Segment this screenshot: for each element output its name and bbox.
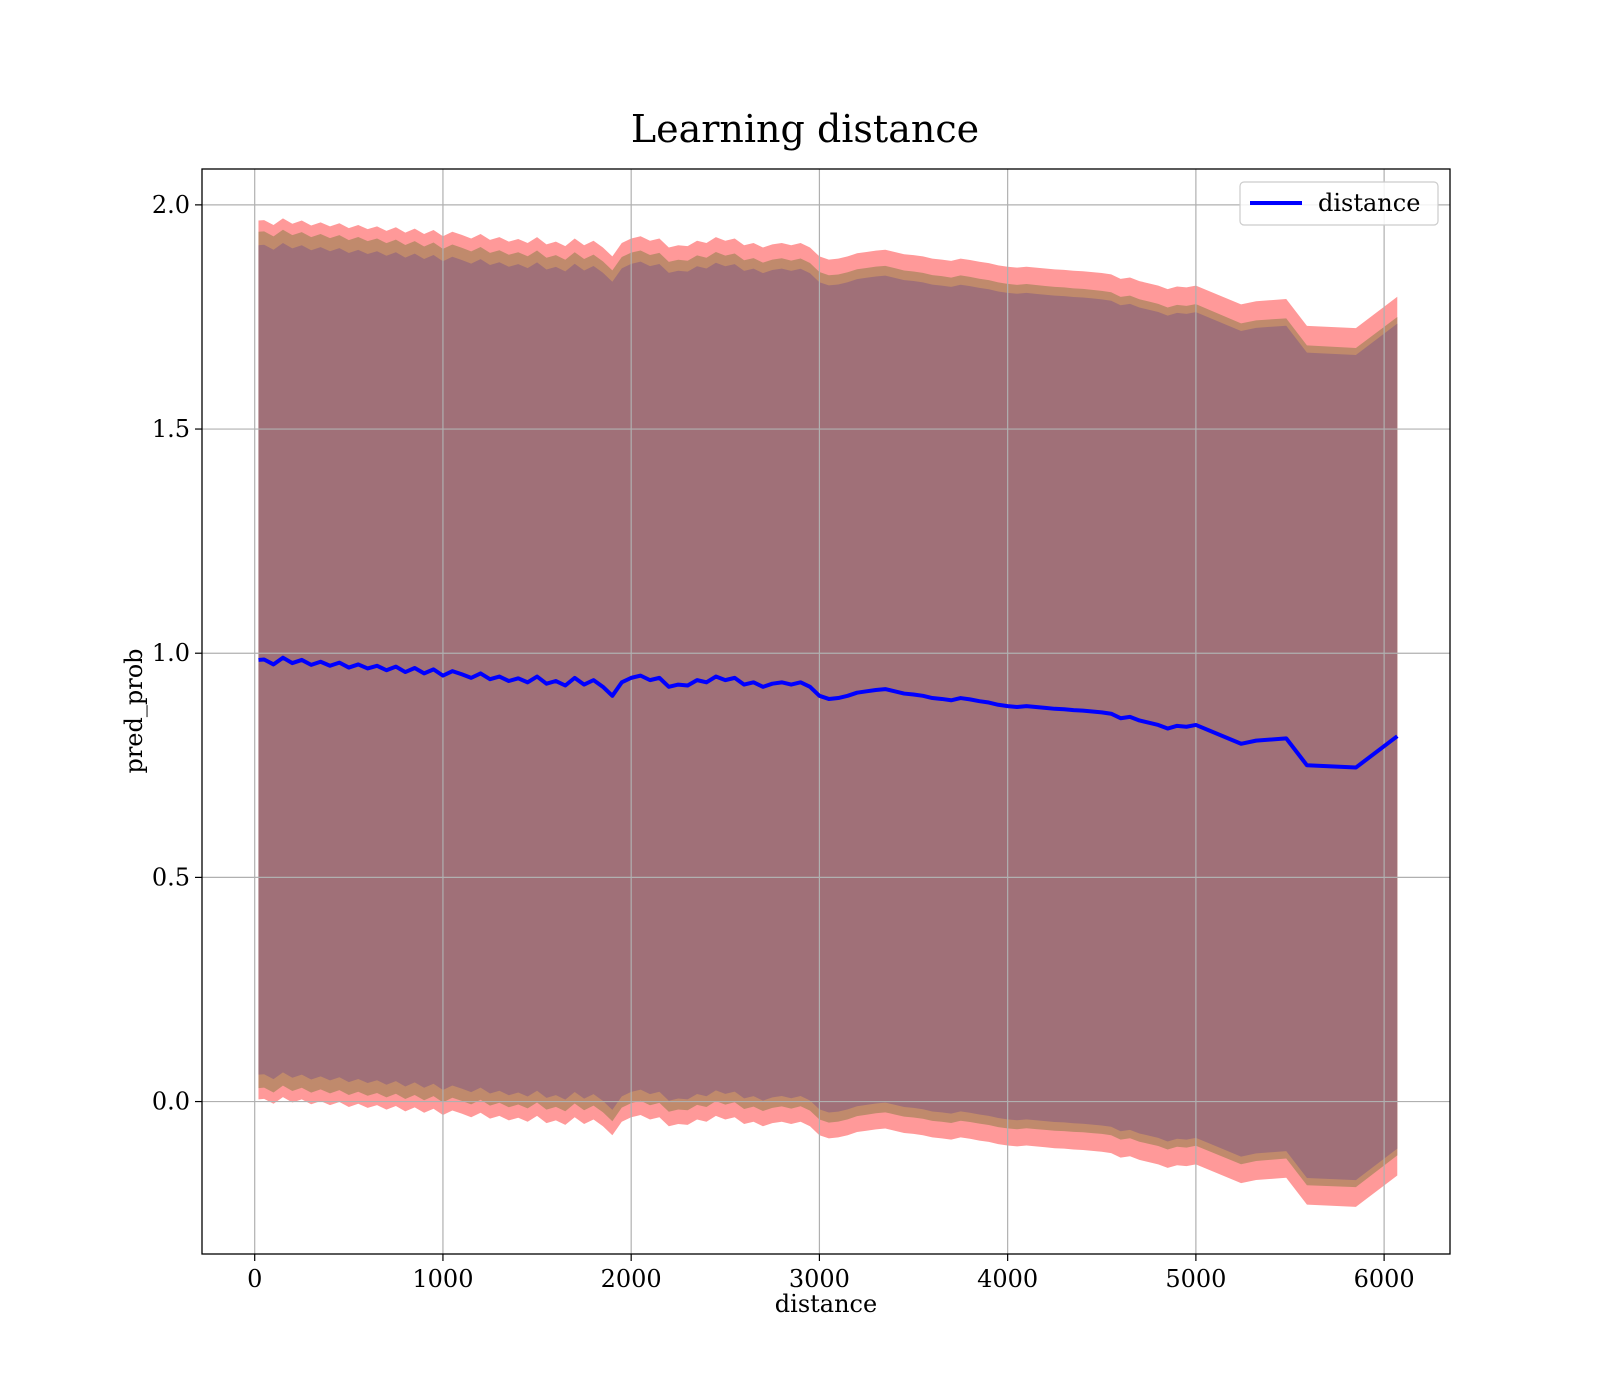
x-tick-label: 2000 (601, 1265, 662, 1293)
y-tick-label: 1.0 (152, 639, 190, 667)
x-tick-label: 4000 (977, 1265, 1038, 1293)
y-tick-label: 2.0 (152, 191, 190, 219)
chart-title: Learning distance (631, 107, 979, 151)
y-tick-label: 1.5 (152, 415, 190, 443)
y-tick-label: 0.0 (152, 1088, 190, 1116)
legend-label-distance: distance (1318, 189, 1420, 217)
confidence-bands (258, 218, 1398, 1207)
plot-frame (201, 168, 1451, 1255)
y-tick-label: 0.5 (152, 863, 190, 891)
series-line-distance (258, 655, 1399, 770)
y-axis-ticks: 0.0 0.5 1.0 1.5 2.0 (152, 191, 202, 1116)
y-axis-label: pred_prob (120, 648, 148, 773)
x-tick-label: 1000 (412, 1265, 473, 1293)
x-axis-ticks: 0 1000 2000 3000 4000 5000 6000 (247, 1254, 1415, 1293)
legend: distance (1239, 181, 1439, 226)
x-tick-label: 3000 (789, 1265, 850, 1293)
series-lines (258, 655, 1399, 770)
x-tick-label: 0 (247, 1265, 262, 1293)
x-tick-label: 6000 (1354, 1265, 1415, 1293)
x-axis-label: distance (775, 1290, 877, 1318)
legend-box (1239, 181, 1439, 226)
confidence-band-3 (258, 243, 1398, 1181)
x-tick-label: 5000 (1165, 1265, 1226, 1293)
